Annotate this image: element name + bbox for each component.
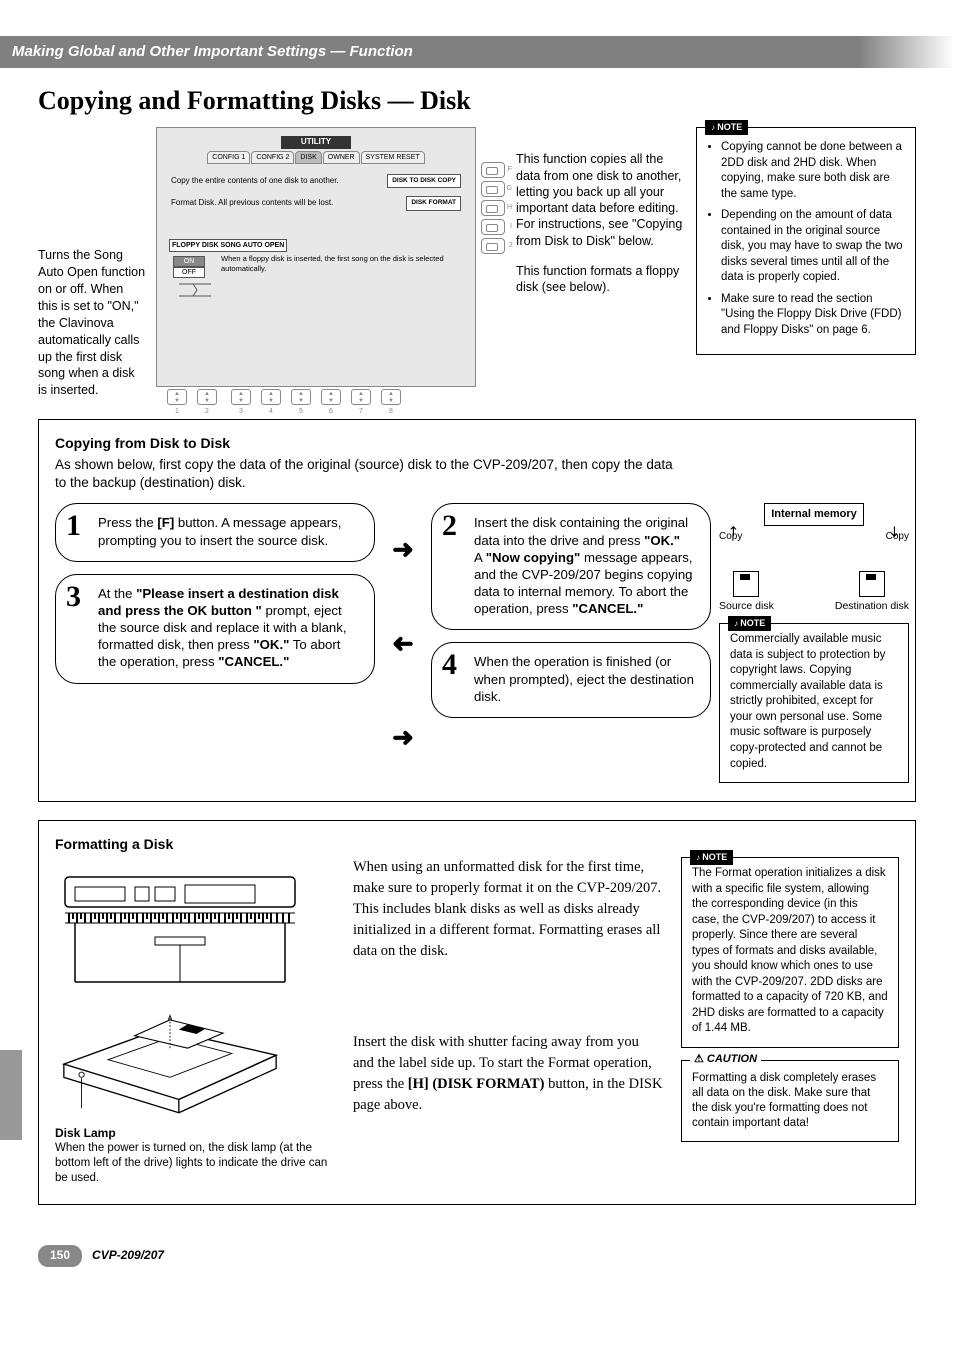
step-1: 1 Press the [F] button. A message appear… [55, 503, 375, 561]
side-button-group: F G H I J [481, 162, 505, 254]
arrow-left-icon: ➜ [392, 627, 414, 661]
side-btn-i[interactable]: I [481, 219, 505, 235]
dest-disk-label: Destination disk [835, 600, 909, 614]
page-number: 150 [38, 1245, 82, 1267]
side-btn-g[interactable]: G [481, 181, 505, 197]
note1-item: Make sure to read the section "Using the… [721, 292, 905, 339]
panel-footnote: When a floppy disk is inserted, the firs… [213, 254, 469, 274]
arrow-right-icon: ➜ [392, 721, 414, 755]
disk-lamp-title: Disk Lamp [55, 1126, 335, 1142]
utility-panel: UTILITY CONFIG 1 CONFIG 2 DISK OWNER SYS… [156, 127, 476, 387]
arrow-right-icon: ➜ [392, 533, 414, 567]
page-footer: 150 CVP-209/207 [38, 1245, 916, 1297]
note3-text: The Format operation initializes a disk … [692, 866, 888, 1037]
disk-format-button[interactable]: DISK FORMAT [406, 196, 461, 210]
note-box-3: NOTE The Format operation initializes a … [681, 857, 899, 1048]
step-num-1: 1 [66, 506, 81, 545]
step-num-3: 3 [66, 577, 81, 616]
bottom-btn-4[interactable]: ▲▼ [261, 389, 281, 405]
copy-title: Copying from Disk to Disk [55, 434, 899, 452]
note-label: NOTE [705, 120, 748, 135]
bottom-btn-6[interactable]: ▲▼ [321, 389, 341, 405]
caution-text: Formatting a disk completely erases all … [692, 1071, 888, 1131]
bottom-btn-3[interactable]: ▲▼ [231, 389, 251, 405]
toggle-arrow-icon [175, 282, 215, 298]
page-title: Copying and Formatting Disks — Disk [38, 84, 916, 118]
source-disk-label: Source disk [719, 600, 774, 614]
breadcrumb: Making Global and Other Important Settin… [0, 36, 954, 68]
callout-copy: This function copies all the data from o… [516, 151, 686, 249]
panel-tabs: CONFIG 1 CONFIG 2 DISK OWNER SYSTEM RESE… [163, 151, 469, 164]
toggle-off[interactable]: OFF [173, 267, 205, 278]
bottom-btn-2[interactable]: ▲▼ [197, 389, 217, 405]
disk-to-disk-copy-button[interactable]: DISK TO DISK COPY [387, 174, 461, 188]
model-name: CVP-209/207 [92, 1248, 164, 1264]
tab-config1[interactable]: CONFIG 1 [207, 151, 250, 164]
step-4: 4 When the operation is finished (or whe… [431, 642, 711, 717]
copy-intro: As shown below, first copy the data of t… [55, 456, 675, 491]
step-3: 3 At the "Please insert a destination di… [55, 574, 375, 684]
tab-disk[interactable]: DISK [295, 151, 321, 164]
clavinova-illustration [55, 857, 305, 987]
dest-disk-icon [859, 571, 885, 597]
source-disk-icon [733, 571, 759, 597]
note2-text: Commercially available music data is sub… [730, 632, 898, 772]
format-para-2: Insert the disk with shutter facing away… [353, 1032, 663, 1116]
step-num-2: 2 [442, 506, 457, 545]
format-para-1: When using an unformatted disk for the f… [353, 857, 663, 962]
side-btn-j[interactable]: J [481, 238, 505, 254]
tab-systemreset[interactable]: SYSTEM RESET [361, 151, 425, 164]
left-callout: Turns the Song Auto Open function on or … [38, 127, 146, 399]
note1-item: Depending on the amount of data containe… [721, 208, 905, 286]
callout-format: This function formats a floppy disk (see… [516, 263, 686, 296]
caution-box: CAUTION Formatting a disk completely era… [681, 1060, 899, 1142]
format-section: Formatting a Disk [38, 820, 916, 1205]
auto-open-label: FLOPPY DISK SONG AUTO OPEN [169, 239, 287, 252]
bottom-btn-8[interactable]: ▲▼ [381, 389, 401, 405]
side-btn-f[interactable]: F [481, 162, 505, 178]
copy-section: Copying from Disk to Disk As shown below… [38, 419, 916, 802]
note-label: NOTE [728, 616, 771, 631]
side-tab [0, 1050, 22, 1140]
disk-drive-illustration [55, 1011, 285, 1117]
format-title: Formatting a Disk [55, 835, 899, 853]
panel-header: UTILITY [281, 136, 351, 148]
tab-owner[interactable]: OWNER [323, 151, 360, 164]
arrow-column: ➜ ➜ ➜ [383, 503, 423, 754]
side-btn-h[interactable]: H [481, 200, 505, 216]
note1-item: Copying cannot be done between a 2DD dis… [721, 140, 905, 202]
note-box-2: NOTE Commercially available music data i… [719, 623, 909, 783]
internal-memory-box: Internal memory [764, 503, 864, 525]
memory-diagram: Internal memory ↗ ↘ Copy Copy Source dis… [719, 503, 909, 613]
bottom-button-group: ▲▼1 ▲▼2 ▲▼3 ▲▼4 ▲▼5 ▲▼6 ▲▼7 ▲▼8 [165, 389, 403, 416]
bottom-btn-5[interactable]: ▲▼ [291, 389, 311, 405]
auto-open-toggle[interactable]: ON OFF [173, 256, 205, 278]
disk-lamp-text: When the power is turned on, the disk la… [55, 1141, 335, 1186]
caution-label: CAUTION [690, 1052, 761, 1066]
tab-config2[interactable]: CONFIG 2 [251, 151, 294, 164]
step-2: 2 Insert the disk containing the origina… [431, 503, 711, 630]
note-box-1: NOTE Copying cannot be done between a 2D… [696, 127, 916, 355]
note-label: NOTE [690, 850, 733, 865]
panel-row1-text: Copy the entire contents of one disk to … [171, 176, 387, 186]
bottom-btn-1[interactable]: ▲▼ [167, 389, 187, 405]
panel-row2-text: Format Disk. All previous contents will … [171, 198, 406, 208]
toggle-on[interactable]: ON [173, 256, 205, 267]
step-num-4: 4 [442, 645, 457, 684]
bottom-btn-7[interactable]: ▲▼ [351, 389, 371, 405]
